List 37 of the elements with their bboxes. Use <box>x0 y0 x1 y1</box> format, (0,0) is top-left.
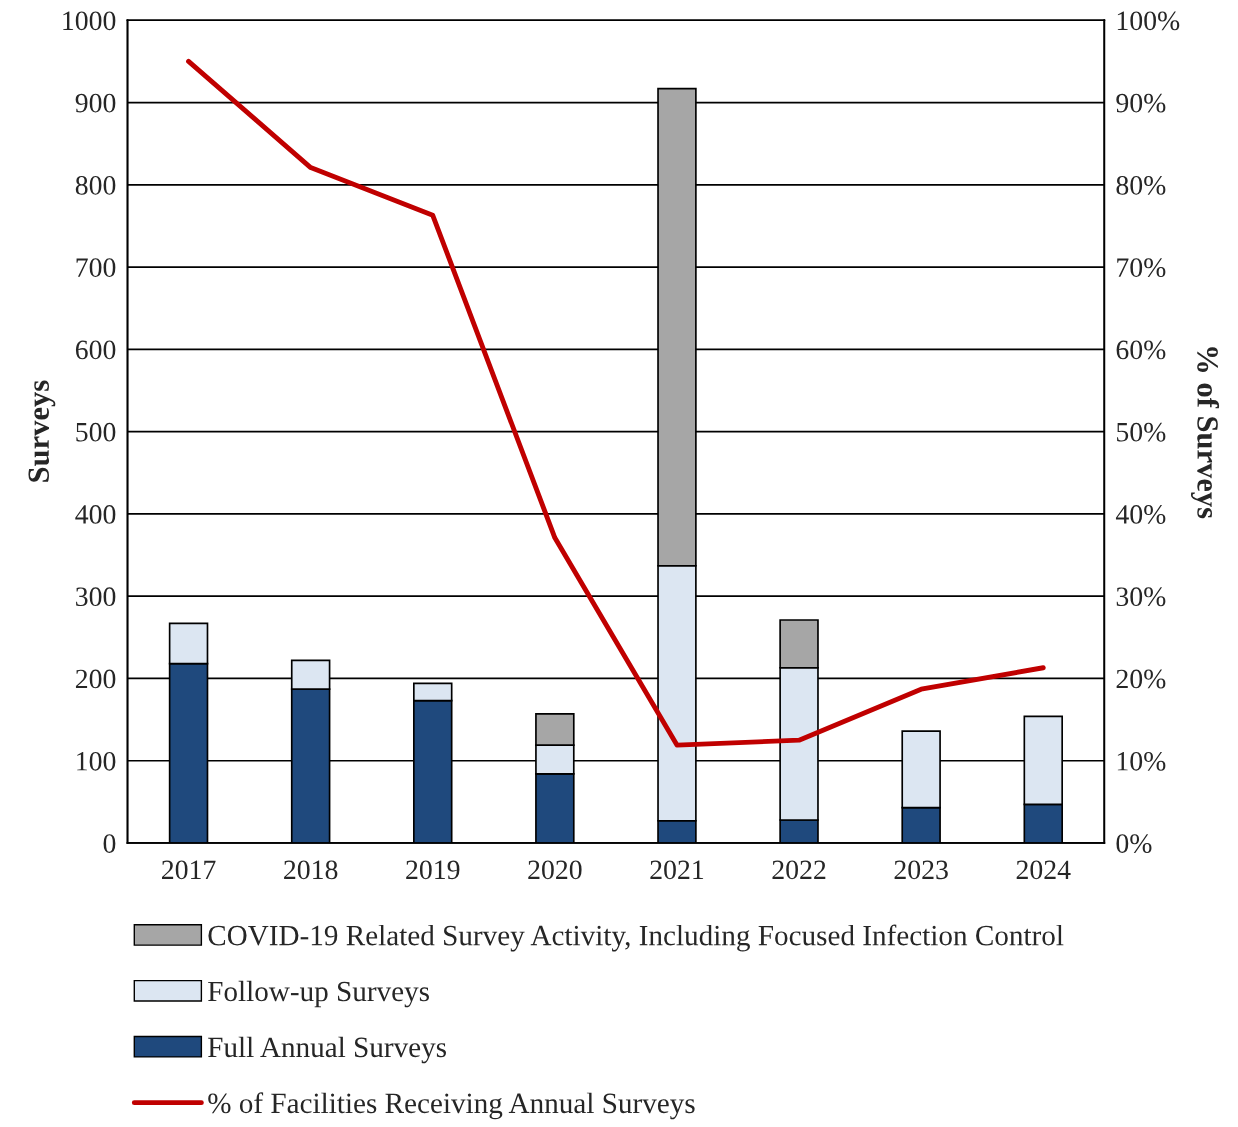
legend-label: % of Facilities Receiving Annual Surveys <box>208 1092 695 1120</box>
legend-label: Follow-up Surveys <box>208 980 429 1008</box>
y-tick-label: 600 <box>75 340 116 360</box>
y-tick-label: 700 <box>76 258 116 278</box>
legend-label: COVID-19 Related Survey Activity, Including Focused Infection Control <box>208 924 1064 952</box>
x-tick-label: 2018 <box>284 860 338 880</box>
y-tick-label: 300 <box>76 587 116 607</box>
y2-tick-label: 60% <box>1116 340 1166 360</box>
y2-tick-label: 70% <box>1117 258 1166 278</box>
x-tick-label: 2023 <box>894 860 948 880</box>
y-tick-label: 100 <box>77 751 116 771</box>
y2-tick-label: 90% <box>1116 93 1166 113</box>
x-tick-label: 2019 <box>406 860 460 880</box>
y-tick-label: 800 <box>75 175 116 195</box>
x-tick-label: 2017 <box>162 860 216 880</box>
y2-tick-label: 10% <box>1117 751 1166 771</box>
y2-tick-label: 50% <box>1117 422 1166 442</box>
x-tick-label: 2022 <box>772 860 826 880</box>
line-series <box>186 58 1046 748</box>
y-tick-label: 0 <box>103 834 116 853</box>
y-tick-label: 400 <box>75 505 116 524</box>
legend-label: Full Annual Surveys <box>208 1036 446 1064</box>
y2-tick-label: 0% <box>1116 834 1152 853</box>
y-tick-label: 200 <box>75 669 116 689</box>
y-tick-label: 500 <box>76 422 116 442</box>
y2-tick-label: 20% <box>1116 669 1166 689</box>
y-axis-title: Surveys <box>28 380 56 482</box>
x-tick-label: 2020 <box>528 860 582 880</box>
y2-tick-label: 80% <box>1116 175 1166 195</box>
x-tick-label: 2024 <box>1016 860 1071 880</box>
y2-tick-label: 30% <box>1116 587 1166 607</box>
y2-tick-label: 40% <box>1115 505 1166 524</box>
x-tick-label: 2021 <box>650 860 704 880</box>
y-tick-label: 1000 <box>63 11 116 31</box>
y-tick-label: 900 <box>75 93 116 113</box>
y2-axis-title: % of Surveys <box>1190 347 1220 519</box>
y2-tick-label: 100% <box>1117 11 1180 31</box>
